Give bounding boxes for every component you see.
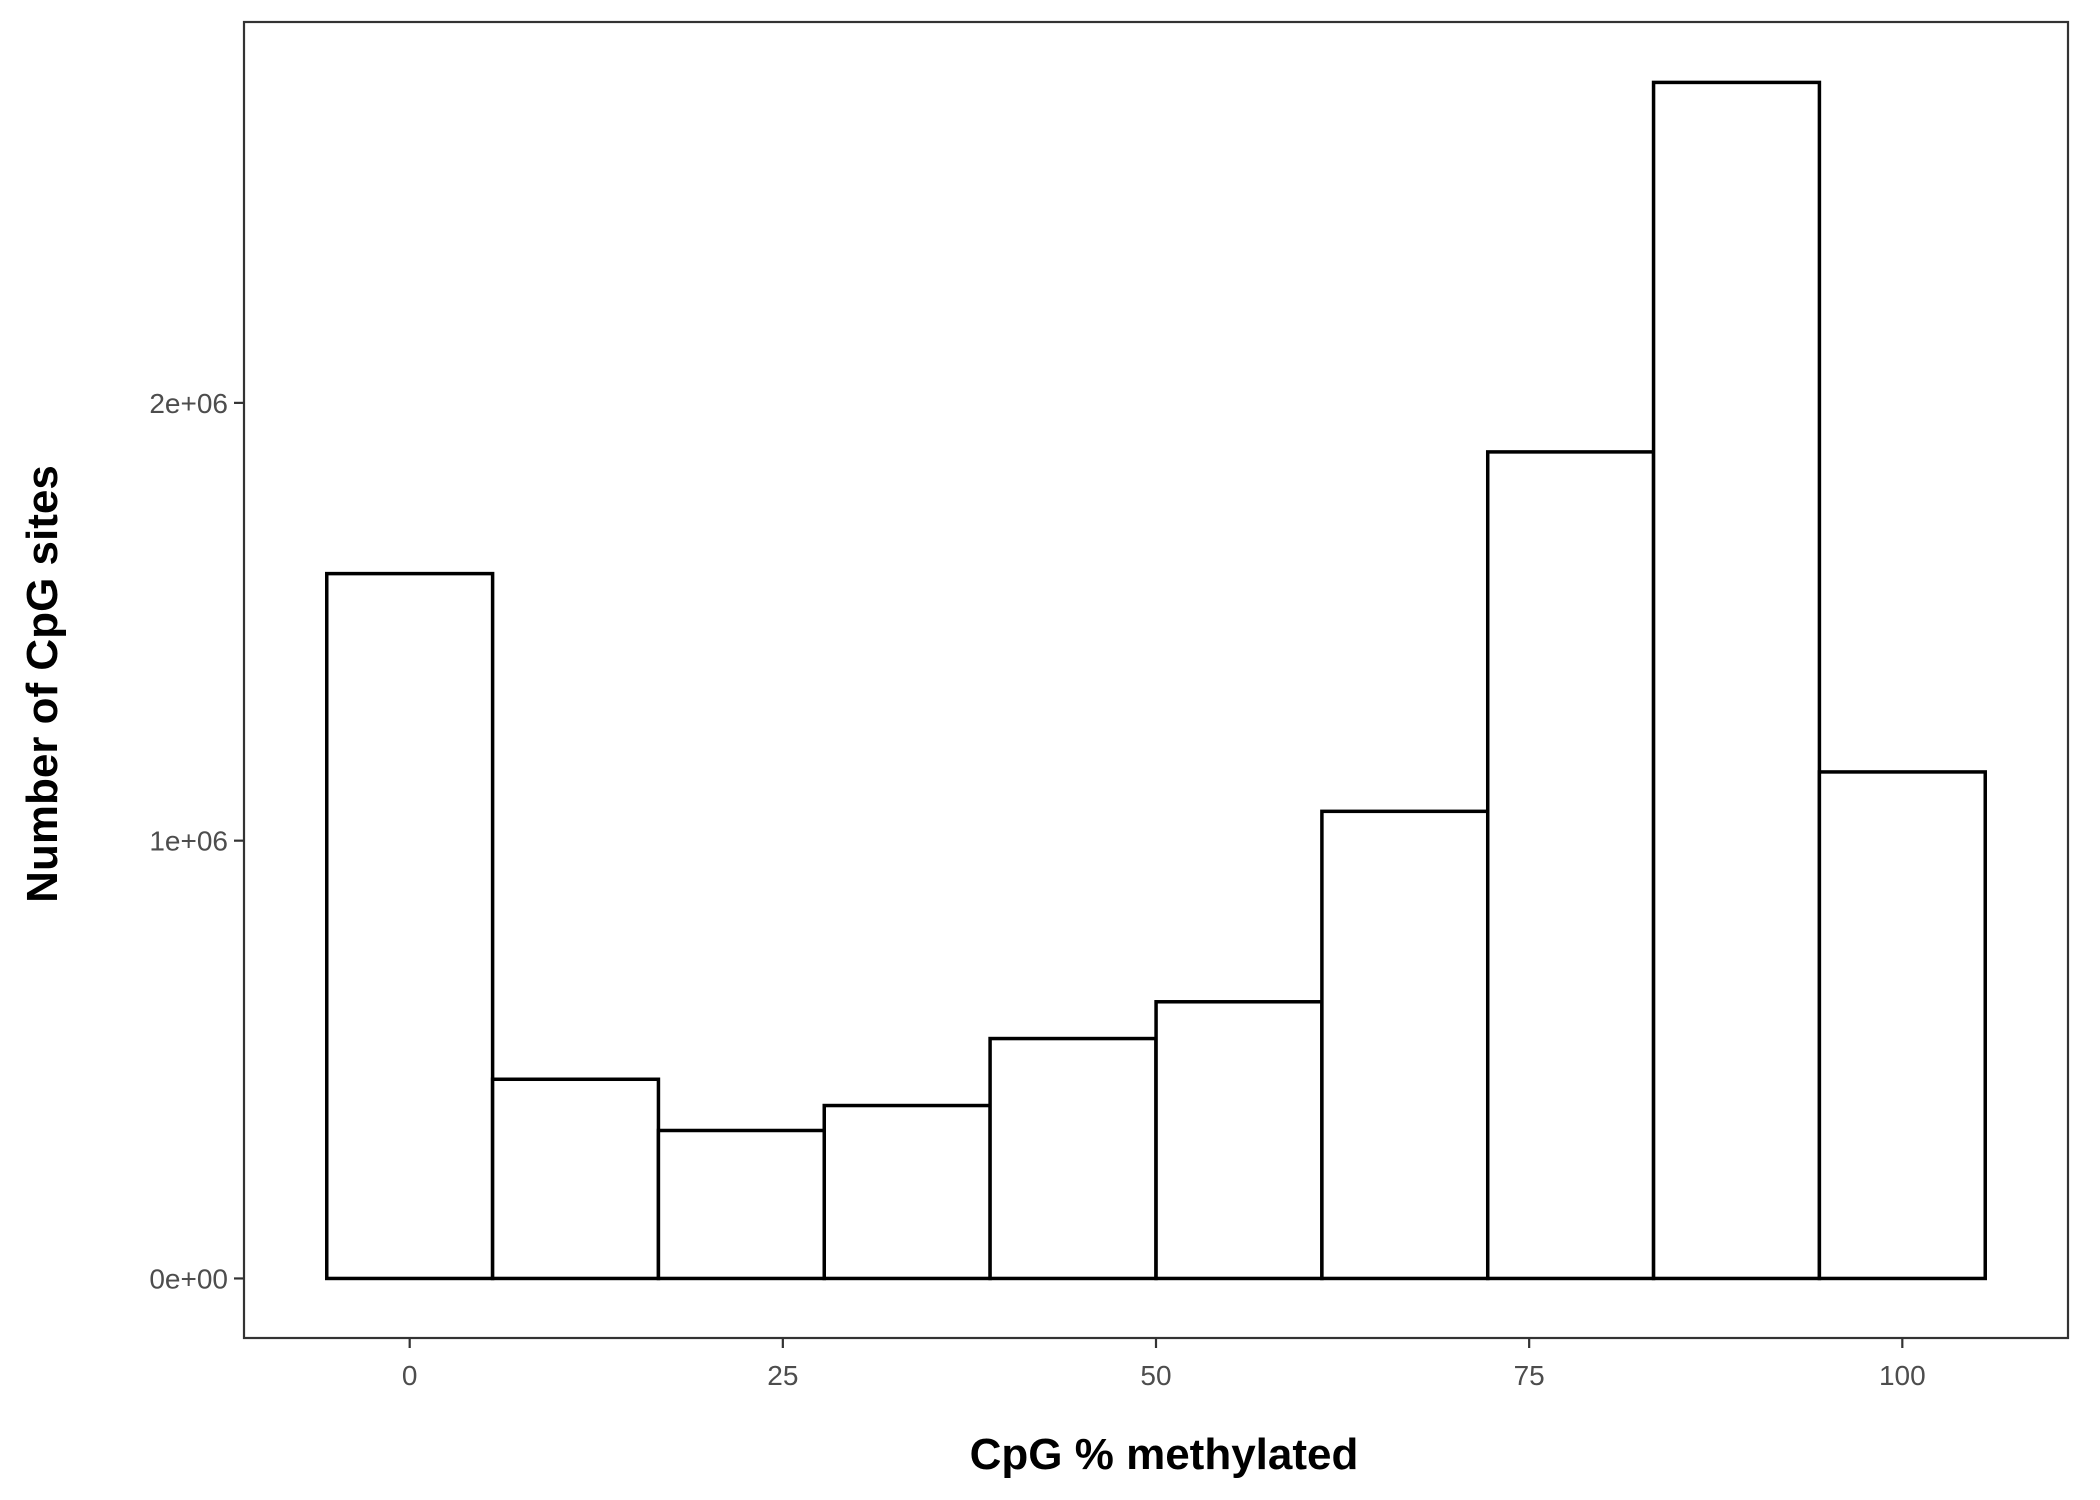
histogram-bar <box>325 571 495 1281</box>
histogram-bars <box>325 80 1987 1281</box>
x-axis-ticks: 0 25 50 75 100 <box>402 1338 1926 1391</box>
y-axis-ticks: 0e+00 1e+06 2e+06 <box>149 388 244 1294</box>
x-axis-title: CpG % methylated <box>970 1430 1359 1479</box>
histogram-bar <box>822 1103 992 1281</box>
x-tick-label: 50 <box>1140 1360 1171 1391</box>
histogram-bar <box>988 1036 1158 1281</box>
y-tick-label: 1e+06 <box>149 826 228 857</box>
x-tick-label: 75 <box>1514 1360 1545 1391</box>
histogram-bar <box>1817 770 1987 1281</box>
x-tick-label: 100 <box>1879 1360 1926 1391</box>
y-axis-title: Number of CpG sites <box>18 465 67 903</box>
y-tick-label: 0e+00 <box>149 1263 228 1294</box>
histogram-bar <box>490 1077 661 1281</box>
x-tick-label: 25 <box>767 1360 798 1391</box>
x-tick-label: 0 <box>402 1360 418 1391</box>
histogram-bar <box>1320 809 1490 1281</box>
histogram-bar <box>1485 450 1656 1281</box>
histogram-bar <box>1154 1000 1324 1281</box>
histogram-bar <box>1651 80 1822 1281</box>
histogram-bar <box>656 1128 827 1281</box>
y-tick-label: 2e+06 <box>149 388 228 419</box>
